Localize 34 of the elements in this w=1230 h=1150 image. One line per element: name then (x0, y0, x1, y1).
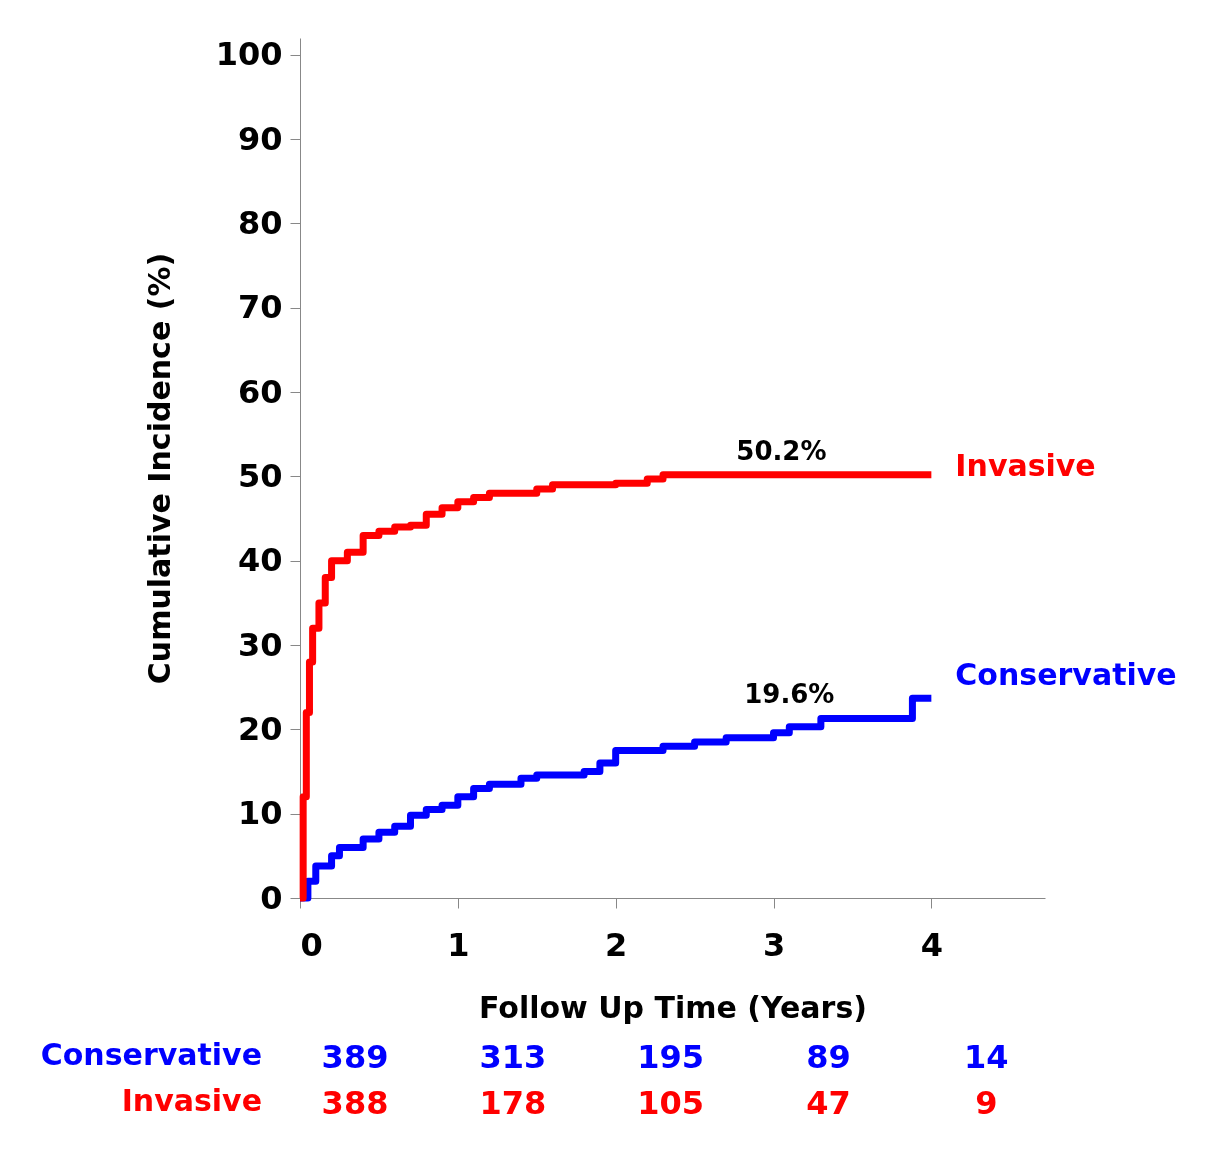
y-tick-label: 90 (237, 119, 283, 158)
series-label: Invasive (955, 447, 1096, 483)
x-axis-title: Follow Up Time (Years) (479, 989, 867, 1025)
text: 195 (637, 1038, 705, 1076)
annotation: 50.2% (736, 435, 827, 466)
text: Conservative (40, 1037, 262, 1072)
x-tick-label: 3 (762, 925, 786, 964)
y-axis-title: Cumulative Incidence (%) (141, 252, 177, 685)
text: 389 (321, 1038, 389, 1076)
text: 313 (479, 1038, 547, 1076)
y-tick-label: 100 (215, 35, 283, 74)
y-tick-label: 0 (260, 878, 283, 917)
text: 178 (479, 1084, 547, 1122)
text: Invasive (121, 1083, 262, 1118)
x-tick-label: 1 (447, 925, 470, 964)
y-tick-label: 10 (237, 794, 283, 833)
y-tick-label: 20 (237, 709, 283, 748)
y-tick-label: 30 (237, 625, 283, 664)
y-tick-label: 80 (237, 203, 283, 242)
text: 89 (806, 1038, 851, 1076)
text: 14 (964, 1038, 1009, 1076)
x-tick-label: 0 (300, 925, 323, 964)
y-tick-label: 70 (237, 288, 283, 327)
y-tick-label: 40 (237, 541, 283, 580)
y-tick-label: 60 (237, 372, 283, 411)
annotation: 19.6% (744, 679, 835, 710)
series-label: Conservative (955, 657, 1177, 693)
text: 388 (321, 1084, 389, 1122)
text: 47 (806, 1084, 851, 1122)
text: 105 (637, 1084, 705, 1122)
x-tick-label: 4 (920, 925, 943, 964)
x-tick-label: 2 (605, 925, 628, 964)
y-tick-label: 50 (237, 456, 283, 495)
text: 9 (975, 1084, 998, 1122)
